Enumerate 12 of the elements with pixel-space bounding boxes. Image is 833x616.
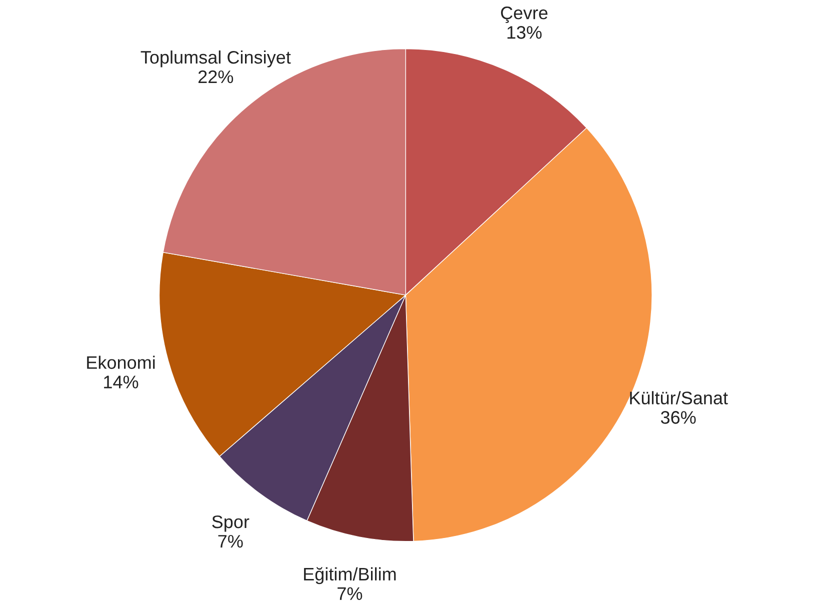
slice-label: Ekonomi	[87, 356, 155, 369]
data-label: 36%	[660, 411, 696, 424]
slice-label: Çevre	[501, 6, 548, 23]
data-label: 22%	[198, 70, 234, 84]
data-label: 7%	[338, 587, 362, 600]
data-label: 7%	[218, 534, 243, 548]
data-label: 13%	[507, 26, 542, 39]
slice-label: Toplumsal Cinsiyet	[140, 50, 291, 68]
slice-label: Spor	[212, 515, 250, 532]
data-label: 14%	[104, 376, 138, 388]
slice-label: Kültür/Sanat	[630, 391, 728, 404]
slice-label: Eğitim/Bilim	[304, 567, 396, 584]
